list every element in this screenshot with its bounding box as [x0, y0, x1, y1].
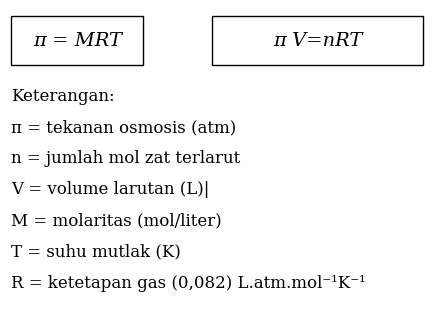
- Text: V = volume larutan (L)|: V = volume larutan (L)|: [11, 181, 209, 198]
- Text: n = jumlah mol zat terlarut: n = jumlah mol zat terlarut: [11, 150, 240, 167]
- FancyBboxPatch shape: [212, 16, 423, 65]
- Text: M = molaritas (mol/liter): M = molaritas (mol/liter): [11, 213, 222, 230]
- Text: T = suhu mutlak (K): T = suhu mutlak (K): [11, 244, 181, 261]
- Text: π V=nRT: π V=nRT: [273, 32, 362, 50]
- Text: π = MRT: π = MRT: [33, 32, 122, 50]
- Text: Keterangan:: Keterangan:: [11, 88, 115, 105]
- Text: π = tekanan osmosis (atm): π = tekanan osmosis (atm): [11, 119, 236, 136]
- FancyBboxPatch shape: [11, 16, 143, 65]
- Text: R = ketetapan gas (0,082) L.atm.mol⁻¹K⁻¹: R = ketetapan gas (0,082) L.atm.mol⁻¹K⁻¹: [11, 275, 366, 292]
